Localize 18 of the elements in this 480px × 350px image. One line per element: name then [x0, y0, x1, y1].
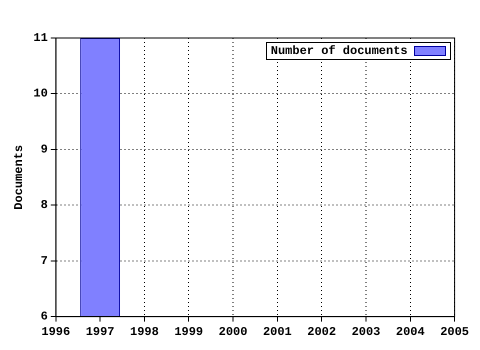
x-tick-label: 1997: [86, 324, 115, 339]
legend-label: Number of documents: [270, 44, 408, 58]
y-tick-label: 7: [40, 254, 48, 268]
x-tick-label: 2005: [440, 324, 470, 339]
x-tick-label: 2000: [218, 324, 248, 339]
x-tick-label: 2004: [396, 324, 425, 339]
y-tick-label: 9: [40, 142, 48, 156]
x-tick-label: 2002: [307, 324, 336, 339]
x-tick-label: 1998: [130, 324, 159, 339]
x-tick-label: 2003: [352, 324, 380, 339]
y-tick-label: 10: [33, 86, 48, 101]
y-tick-label: 6: [40, 310, 48, 324]
x-tick-label: 1996: [41, 324, 70, 339]
x-tick-label: 1999: [174, 324, 204, 339]
x-tick-label: 2001: [262, 324, 292, 339]
y-tick-label: 8: [40, 198, 48, 212]
y-tick-label: 11: [33, 31, 48, 46]
y-axis-title: Documents: [12, 144, 26, 210]
